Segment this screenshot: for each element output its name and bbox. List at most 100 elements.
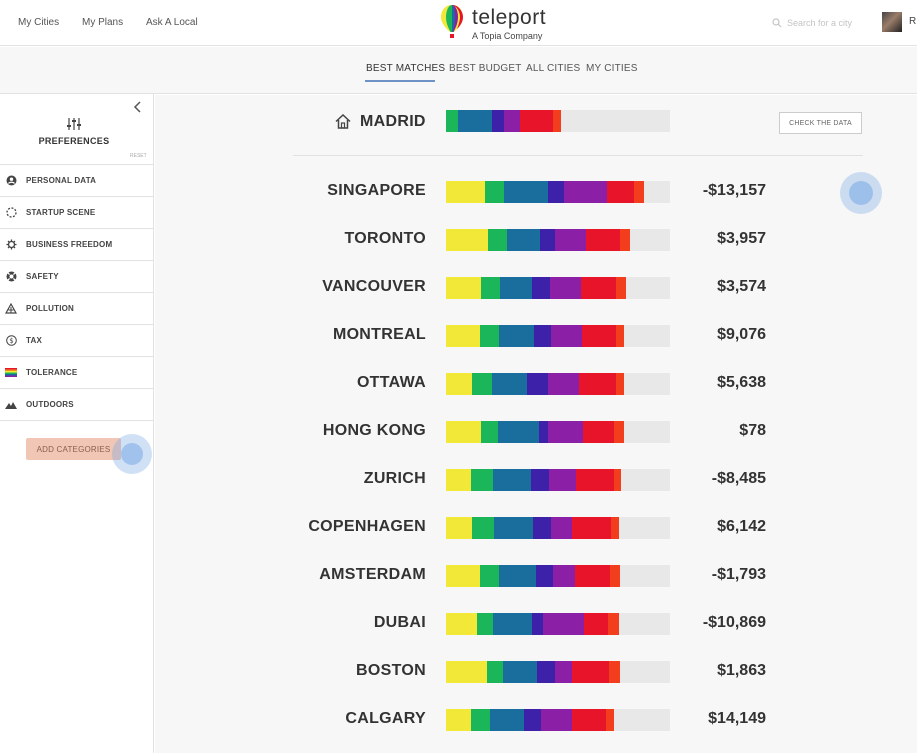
score-segment-yellow [446, 181, 485, 203]
chevron-left-icon[interactable] [131, 100, 145, 114]
cost-difference: $3,957 [717, 230, 766, 247]
category-business-freedom[interactable]: BUSINESS FREEDOM [0, 229, 154, 261]
category-tolerance[interactable]: TOLERANCE [0, 357, 154, 389]
score-segment-blue [504, 181, 548, 203]
city-row[interactable]: CALGARY $14,149 [155, 696, 917, 744]
home-city-row: MADRID CHECK THE DATA [155, 95, 917, 155]
score-segment-green [446, 110, 458, 132]
score-segment-red [572, 517, 611, 539]
add-categories-button[interactable]: ADD CATEGORIES [26, 438, 121, 460]
score-segment-yellow [446, 277, 481, 299]
city-name[interactable]: BOSTON [356, 662, 426, 679]
score-segment-purple [551, 517, 572, 539]
score-segment-yellow [446, 565, 480, 587]
score-segment-red [586, 229, 620, 251]
category-safety[interactable]: SAFETY [0, 261, 154, 293]
city-name[interactable]: HONG KONG [322, 422, 426, 439]
touch-indicator [112, 434, 152, 474]
category-list: PERSONAL DATA STARTUP SCENE BUSINESS FRE… [0, 164, 154, 421]
tab-best-matches[interactable]: BEST MATCHES [366, 63, 446, 74]
city-row[interactable]: ZURICH -$8,485 [155, 456, 917, 504]
score-segment-purple [550, 277, 581, 299]
lifebuoy-icon [5, 271, 17, 283]
check-the-data-button[interactable]: CHECK THE DATA [779, 112, 862, 134]
score-segment-purple [553, 565, 575, 587]
city-row[interactable]: VANCOUVER $3,574 [155, 264, 917, 312]
score-segment-green [471, 469, 493, 491]
city-row[interactable]: HONG KONG $78 [155, 408, 917, 456]
nav-my-plans[interactable]: My Plans [82, 17, 124, 28]
score-segment-blue [493, 469, 531, 491]
tab-all-cities[interactable]: ALL CITIES [526, 63, 581, 74]
user-circle-icon [5, 175, 17, 187]
nav-my-cities[interactable]: My Cities [18, 17, 60, 28]
score-segment-purple [541, 709, 572, 731]
city-name[interactable]: TORONTO [344, 230, 426, 247]
home-score-bar [446, 110, 670, 132]
score-segment-orange [634, 181, 644, 203]
cost-difference: $1,863 [717, 662, 766, 679]
city-row[interactable]: OTTAWA $5,638 [155, 360, 917, 408]
score-segment-red [579, 373, 616, 395]
city-row[interactable]: SINGAPORE -$13,157 [155, 168, 917, 216]
category-startup-scene[interactable]: STARTUP SCENE [0, 197, 154, 229]
tab-my-cities[interactable]: MY CITIES [586, 63, 638, 74]
city-row[interactable]: TORONTO $3,957 [155, 216, 917, 264]
category-tax[interactable]: $ TAX [0, 325, 154, 357]
nav-ask-a-local[interactable]: Ask A Local [146, 17, 198, 28]
city-score-bar [446, 325, 670, 347]
score-segment-red [576, 469, 614, 491]
score-segment-orange [616, 277, 626, 299]
city-name[interactable]: SINGAPORE [327, 182, 426, 199]
score-segment-orange [616, 325, 624, 347]
balloon-logo-icon [441, 5, 463, 38]
city-search[interactable] [772, 15, 872, 31]
city-score-bar [446, 229, 670, 251]
score-segment-purple [543, 613, 584, 635]
dollar-circle-icon: $ [5, 335, 17, 347]
cost-difference: $6,142 [717, 518, 766, 535]
city-name[interactable]: OTTAWA [356, 374, 426, 391]
score-segment-blue [498, 421, 539, 443]
city-match-list: MADRID CHECK THE DATA SINGAPORE -$13,157 T… [155, 95, 917, 753]
city-name[interactable]: AMSTERDAM [319, 566, 426, 583]
city-name[interactable]: MONTREAL [332, 326, 426, 343]
city-row[interactable]: COPENHAGEN $6,142 [155, 504, 917, 552]
city-row[interactable]: DUBAI -$10,869 [155, 600, 917, 648]
city-score-bar [446, 661, 670, 683]
score-segment-red [572, 709, 606, 731]
search-input[interactable] [787, 18, 867, 28]
score-segment-blue [499, 565, 536, 587]
score-segment-blue [499, 325, 534, 347]
city-name[interactable]: CALGARY [345, 710, 426, 727]
score-segment-blue [458, 110, 492, 132]
city-name[interactable]: ZURICH [363, 470, 426, 487]
category-pollution[interactable]: POLLUTION [0, 293, 154, 325]
cost-difference: -$8,485 [711, 470, 766, 487]
score-segment-orange [611, 517, 619, 539]
category-outdoors[interactable]: OUTDOORS [0, 389, 154, 421]
city-row[interactable]: BOSTON $1,863 [155, 648, 917, 696]
city-name[interactable]: DUBAI [373, 614, 426, 631]
city-name[interactable]: VANCOUVER [322, 278, 426, 295]
score-segment-indigo [492, 110, 504, 132]
user-initial[interactable]: R [909, 16, 917, 27]
cost-difference: $3,574 [717, 278, 766, 295]
category-label: OUTDOORS [26, 400, 74, 409]
city-name[interactable]: COPENHAGEN [308, 518, 426, 535]
city-row[interactable]: AMSTERDAM -$1,793 [155, 552, 917, 600]
score-segment-orange [606, 709, 614, 731]
teleport-logo[interactable]: teleport A Topia Company [440, 4, 570, 42]
active-tab-indicator [365, 80, 435, 82]
avatar[interactable] [882, 12, 902, 32]
category-label: STARTUP SCENE [26, 208, 96, 217]
category-personal-data[interactable]: PERSONAL DATA [0, 165, 154, 197]
reset-link[interactable]: RESET [130, 153, 147, 159]
tab-best-budget[interactable]: BEST BUDGET [449, 63, 522, 74]
score-segment-orange [620, 229, 630, 251]
city-score-bar [446, 373, 670, 395]
score-segment-purple [564, 181, 607, 203]
svg-text:$: $ [9, 337, 13, 345]
city-score-bar [446, 469, 670, 491]
city-row[interactable]: MONTREAL $9,076 [155, 312, 917, 360]
